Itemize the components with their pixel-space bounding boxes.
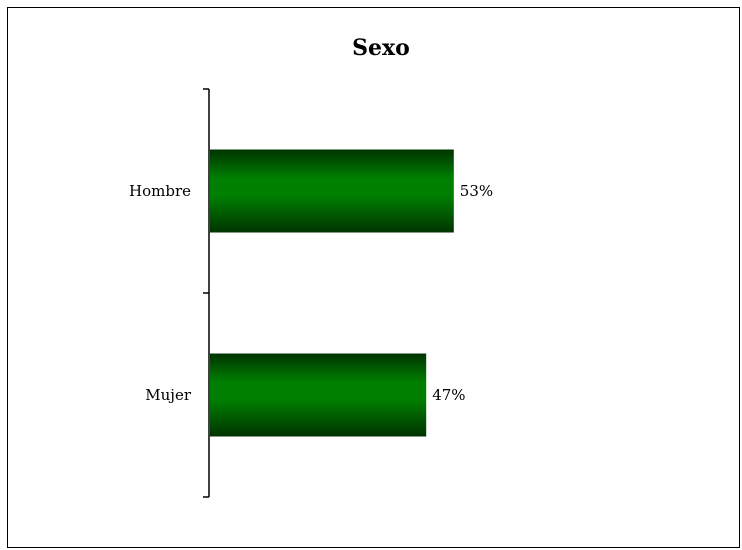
chart-frame: Sexo Hombre 53% Mujer 47%	[7, 7, 740, 548]
data-label-hombre: 53%	[460, 182, 493, 200]
chart-title: Sexo	[352, 35, 410, 61]
category-label-mujer: Mujer	[145, 386, 192, 404]
labels: Hombre 53% Mujer 47%	[129, 182, 493, 404]
category-label-hombre: Hombre	[129, 182, 191, 200]
bar-hombre	[210, 149, 454, 233]
y-axis	[203, 88, 210, 498]
bar-mujer	[210, 353, 427, 437]
bars	[210, 149, 454, 437]
sexo-bar-chart: Sexo Hombre 53% Mujer 47%	[129, 35, 493, 498]
data-label-mujer: 47%	[432, 386, 465, 404]
